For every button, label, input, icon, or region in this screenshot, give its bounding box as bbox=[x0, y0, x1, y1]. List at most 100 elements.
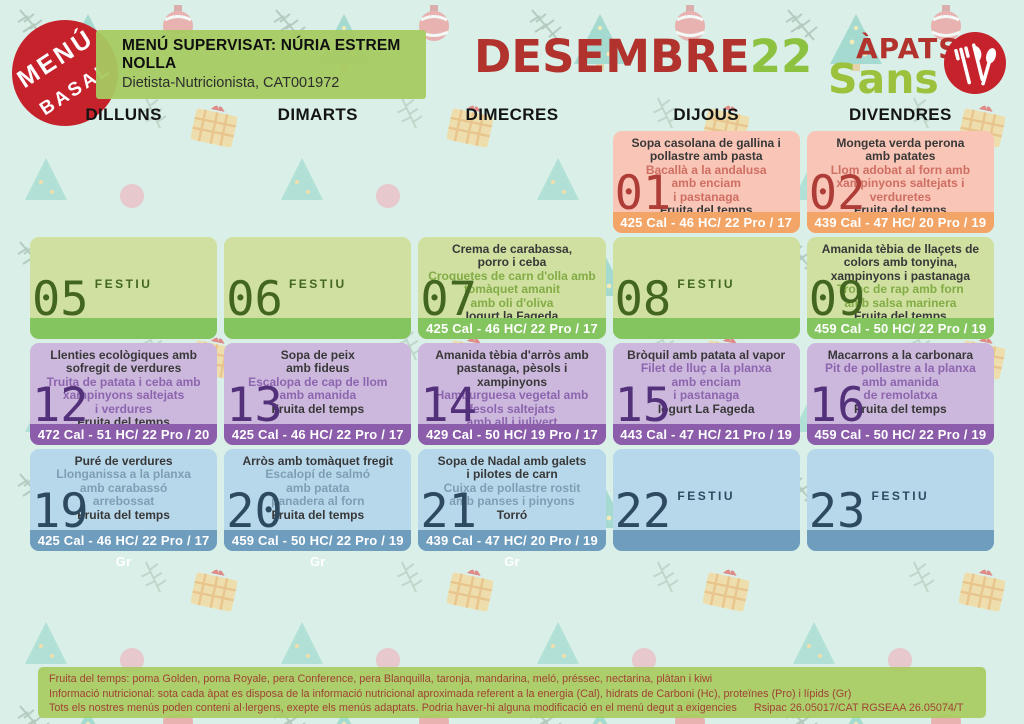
menu-cell-13: Sopa de peix amb fideus Escalopa de cap d… bbox=[224, 343, 412, 463]
day-number: 02 bbox=[808, 166, 866, 221]
menu-cell-14: Amanida tèbia d'arròs amb pastanaga, pès… bbox=[418, 343, 606, 463]
dish-second-course: Llonganissa a la planxa amb carabassó ar… bbox=[56, 467, 191, 509]
dish-second-course: Cuixa de pollastre rostit amb panses i p… bbox=[443, 480, 581, 509]
nutrition-bar: 425 Cal - 46 HC/ 22 Pro / 17 Gr bbox=[30, 530, 218, 569]
day-header-dimecres: DIMECRES bbox=[465, 105, 559, 124]
menu-cell-02: Mongeta verda perona amb patates Llom ado… bbox=[806, 131, 994, 251]
dish-second-course: Filet de lluç a la planxa amb enciam i p… bbox=[640, 361, 772, 403]
apats-sans-logo: ÀPATS Sans bbox=[828, 24, 1010, 108]
festiu-label: FESTIU bbox=[677, 277, 736, 291]
menu-cell-21: Sopa de Nadal amb galets i pilotes de ca… bbox=[418, 449, 606, 569]
footer-allergen-note: Tots els nostres menús poden conteni al·… bbox=[49, 702, 737, 715]
menu-cell-20: Arròs amb tomàquet fregit Escalopí de sal… bbox=[224, 449, 412, 569]
day-number: 14 bbox=[420, 378, 477, 433]
festiu-cell-22: FESTIU 22 bbox=[612, 449, 800, 551]
footer-nutrition-note: Informació nutricional: sota cada àpat e… bbox=[49, 687, 852, 700]
day-header-divendres: DIVENDRES bbox=[848, 105, 952, 124]
nutrition-bar: 472 Cal - 51 HC/ 22 Pro / 20 Gr bbox=[30, 424, 218, 463]
dish-first-course: Mongeta verda perona amb patates bbox=[836, 136, 965, 164]
menu-cell-01: Sopa casolana de gallina i pollastre amb… bbox=[612, 131, 800, 251]
day-number: 16 bbox=[808, 378, 866, 433]
footer-allergen-note-row: Tots els nostres menús poden conteni al·… bbox=[49, 701, 975, 716]
day-number: 01 bbox=[614, 166, 672, 221]
day-header-dimarts: DIMARTS bbox=[277, 105, 358, 124]
nutrition-bar bbox=[30, 318, 218, 339]
footer-fruit-note: Fruita del temps: poma Golden, poma Roya… bbox=[49, 673, 713, 685]
nutrition-bar bbox=[612, 530, 800, 551]
dish-first-course: Sopa de peix amb fideus bbox=[280, 348, 355, 376]
festiu-label: FESTIU bbox=[871, 489, 930, 503]
nutrition-bar: 459 Cal - 50 HC/ 22 Pro / 19 Gr bbox=[806, 424, 994, 463]
day-number: 19 bbox=[32, 484, 89, 539]
day-number: 09 bbox=[808, 272, 866, 327]
dish-second-course: Llom adobat al forn amb xampinyons salte… bbox=[830, 162, 971, 204]
dish-second-course: Escalopa de cap de llom amb amanida bbox=[248, 374, 388, 403]
dish-first-course: Llenties ecològiques amb sofregit de ver… bbox=[50, 348, 197, 376]
year-number: 22 bbox=[749, 30, 813, 83]
menu-cell-15: Bròquil amb patata al vapor Filet de lluç… bbox=[612, 343, 800, 463]
nutrition-bar: 425 Cal - 46 HC/ 22 Pro / 17 Gr bbox=[612, 212, 800, 251]
day-number: 05 bbox=[32, 272, 89, 327]
dish-dessert: Fruita del temps bbox=[271, 507, 365, 522]
cutlery-badge bbox=[944, 32, 1006, 94]
menu-cell-09: Amanida tèbia de llaçets de colors amb t… bbox=[806, 237, 994, 357]
dish-first-course: Sopa de Nadal amb galets i pilotes de ca… bbox=[437, 454, 587, 482]
nutrition-bar bbox=[806, 530, 994, 551]
dish-dessert: Iogurt La Fageda bbox=[657, 401, 755, 416]
nutrition-bar: 439 Cal - 47 HC/ 20 Pro / 19 Gr bbox=[418, 530, 606, 569]
footer-registry-code: Rsipac 26.05017/CAT RGSEAA 26.05074/T bbox=[753, 702, 964, 715]
day-number: 15 bbox=[614, 378, 672, 433]
logo-line1: ÀPATS bbox=[856, 32, 960, 65]
day-number: 23 bbox=[808, 484, 866, 539]
day-number: 07 bbox=[420, 272, 477, 327]
nutrition-bar: 425 Cal - 46 HC/ 22 Pro / 17 Gr bbox=[224, 424, 412, 463]
dish-dessert: Fruita del temps bbox=[77, 507, 170, 522]
supervisor-credentials: Dietista-Nutricionista, CAT001972 bbox=[122, 75, 340, 91]
day-header-dijous: DIJOUS bbox=[673, 105, 740, 124]
dish-second-course: Tronc de rap amb forn amb salsa marinera bbox=[837, 282, 964, 310]
festiu-cell-23: FESTIU 23 bbox=[806, 449, 994, 551]
menu-cell-07: Crema de carabassa, porro i ceba Croquete… bbox=[418, 237, 606, 357]
nutrition-bar: 439 Cal - 47 HC/ 20 Pro / 19 Gr bbox=[806, 212, 994, 251]
festiu-cell-06: FESTIU 06 bbox=[224, 237, 412, 339]
nutrition-bar: 425 Cal - 46 HC/ 22 Pro / 17 Gr bbox=[418, 318, 606, 357]
dish-first-course: Puré de verdures bbox=[74, 454, 173, 468]
day-number: 20 bbox=[226, 484, 283, 539]
dish-second-course: Escalopí de salmó amb patata panadera al… bbox=[265, 467, 371, 509]
festiu-cell-08: FESTIU 08 bbox=[612, 237, 800, 339]
day-number: 08 bbox=[614, 272, 672, 327]
supervision-banner: MENÚ SUPERVISAT: NÚRIA ESTREM NOLLA Diet… bbox=[96, 30, 426, 99]
dish-first-course: Arròs amb tomàquet fregit bbox=[242, 454, 394, 468]
day-number: 22 bbox=[614, 484, 672, 539]
month-name: DESEMBRE bbox=[474, 30, 750, 83]
month-title: DESEMBRE22 bbox=[474, 30, 812, 83]
dish-first-course: Sopa casolana de gallina i pollastre amb… bbox=[631, 136, 781, 164]
festiu-label: FESTIU bbox=[288, 277, 347, 291]
festiu-cell-05: FESTIU 05 bbox=[30, 237, 218, 339]
menu-cell-19: Puré de verdures Llonganissa a la planxa … bbox=[30, 449, 218, 569]
dish-dessert: Fruita del temps bbox=[271, 401, 365, 416]
festiu-label: FESTIU bbox=[94, 277, 153, 291]
logo-line2: Sans bbox=[828, 55, 939, 103]
dish-second-course: Pit de pollastre a la planxa amb amanida… bbox=[825, 361, 976, 403]
nutrition-bar: 459 Cal - 50 HC/ 22 Pro / 19 Gr bbox=[806, 318, 994, 357]
day-number: 12 bbox=[32, 378, 89, 433]
day-number: 06 bbox=[226, 272, 283, 327]
menu-grid: DILLUNS DIMARTS DIMECRES DIJOUS DIVENDRES Sop… bbox=[30, 101, 994, 569]
supervisor-name: MENÚ SUPERVISAT: NÚRIA ESTREM NOLLA bbox=[122, 37, 401, 72]
footer-notes: Fruita del temps: poma Golden, poma Roya… bbox=[38, 667, 986, 718]
dish-second-course: Truita de patata i ceba amb xampinyons s… bbox=[46, 374, 201, 416]
cutlery-icon bbox=[954, 43, 997, 86]
dish-first-course: Amanida tèbia de llaçets de colors amb t… bbox=[821, 242, 980, 283]
dish-first-course: Amanida tèbia d'arròs amb pastanaga, pès… bbox=[435, 348, 589, 389]
dish-second-course: Croquetes de carn d'olla amb tomàquet am… bbox=[428, 268, 596, 310]
menu-cell-16: Macarrons a la carbonara Pit de pollastre… bbox=[806, 343, 994, 463]
day-number: 13 bbox=[226, 378, 283, 433]
dish-second-course: Bacallà a la andalusa amb enciam i pasta… bbox=[645, 162, 767, 204]
nutrition-bar: 443 Cal - 47 HC/ 21 Pro / 19 Gr bbox=[612, 424, 800, 463]
dish-dessert: Torró bbox=[496, 507, 528, 522]
menu-cell-12: Llenties ecològiques amb sofregit de ver… bbox=[30, 343, 218, 463]
nutrition-bar bbox=[224, 318, 412, 339]
day-header-dilluns: DILLUNS bbox=[85, 105, 162, 124]
